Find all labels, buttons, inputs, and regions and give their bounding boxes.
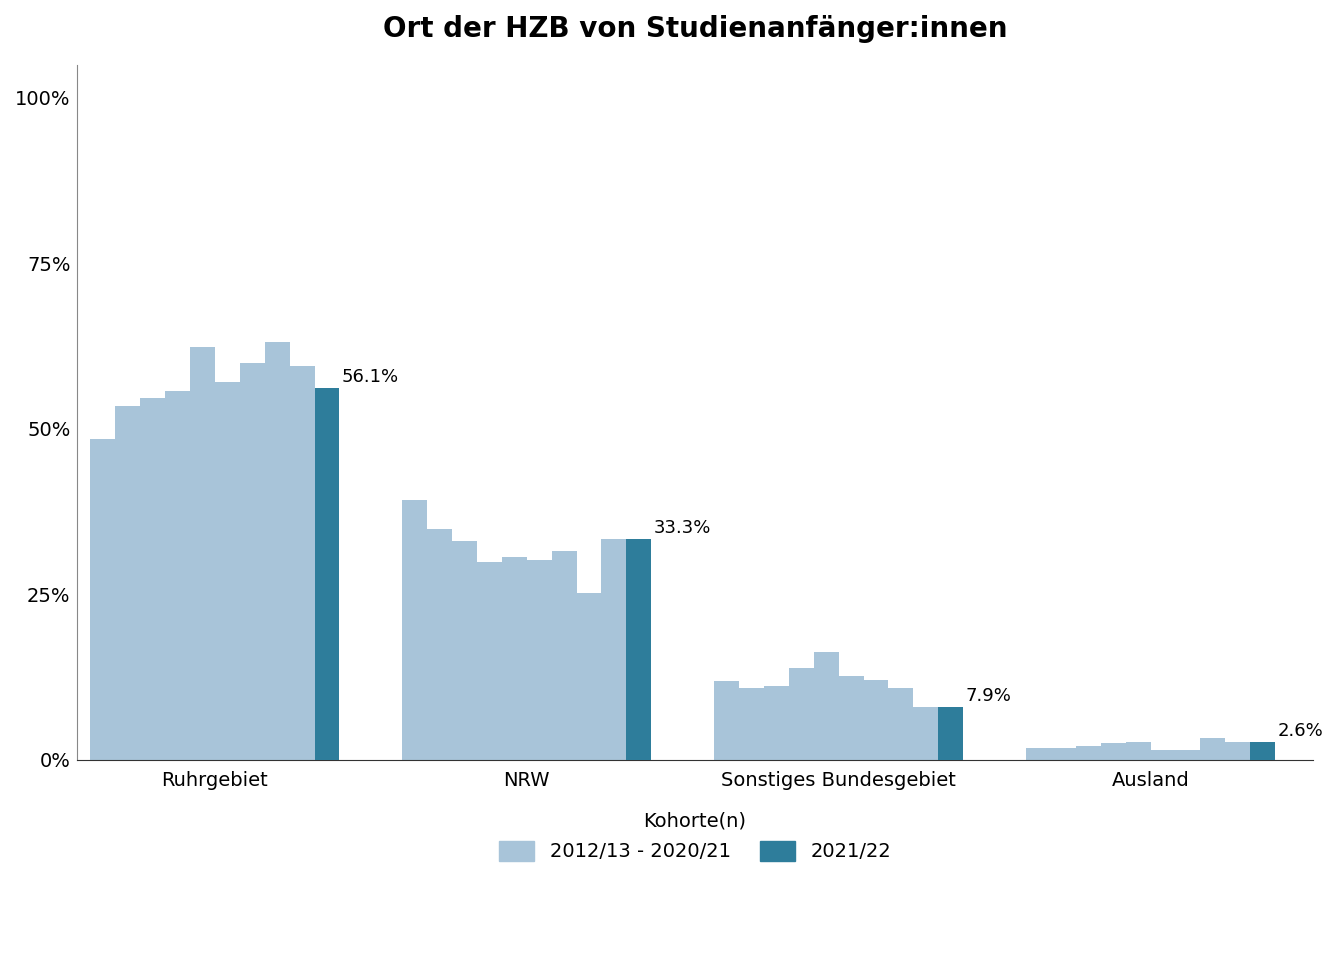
Bar — [1150, 750, 1176, 759]
Bar — [1075, 747, 1101, 759]
Bar — [1176, 750, 1200, 759]
Bar — [1250, 742, 1275, 759]
Bar — [190, 347, 215, 759]
Bar — [864, 681, 888, 759]
Bar — [551, 550, 577, 759]
Bar — [1200, 738, 1226, 759]
Bar — [763, 685, 789, 759]
Bar — [114, 406, 140, 759]
Bar — [739, 687, 763, 759]
Bar — [1226, 742, 1250, 759]
Legend: 2012/13 - 2020/21, 2021/22: 2012/13 - 2020/21, 2021/22 — [499, 812, 891, 861]
Bar — [402, 499, 427, 759]
Bar — [140, 398, 165, 759]
Bar — [914, 708, 938, 759]
Bar — [314, 389, 340, 759]
Bar — [839, 676, 864, 759]
Bar — [265, 342, 289, 759]
Bar — [577, 593, 602, 759]
Text: 7.9%: 7.9% — [966, 687, 1012, 706]
Bar — [215, 382, 239, 759]
Bar — [938, 708, 964, 759]
Bar — [239, 363, 265, 759]
Bar — [602, 540, 626, 759]
Bar — [289, 366, 314, 759]
Bar — [1025, 748, 1051, 759]
Bar — [501, 557, 527, 759]
Title: Ort der HZB von Studienanfänger:innen: Ort der HZB von Studienanfänger:innen — [383, 15, 1007, 43]
Bar — [1125, 742, 1150, 759]
Text: 56.1%: 56.1% — [341, 369, 399, 387]
Bar — [452, 541, 477, 759]
Bar — [1101, 743, 1125, 759]
Bar — [888, 687, 914, 759]
Bar — [90, 440, 114, 759]
Bar — [813, 652, 839, 759]
Bar — [1051, 748, 1075, 759]
Bar — [427, 529, 452, 759]
Bar — [714, 681, 739, 759]
Text: 2.6%: 2.6% — [1278, 723, 1324, 740]
Bar — [477, 563, 501, 759]
Bar — [527, 560, 551, 759]
Bar — [626, 540, 652, 759]
Bar — [789, 668, 813, 759]
Text: 33.3%: 33.3% — [655, 519, 711, 538]
Bar — [165, 391, 190, 759]
